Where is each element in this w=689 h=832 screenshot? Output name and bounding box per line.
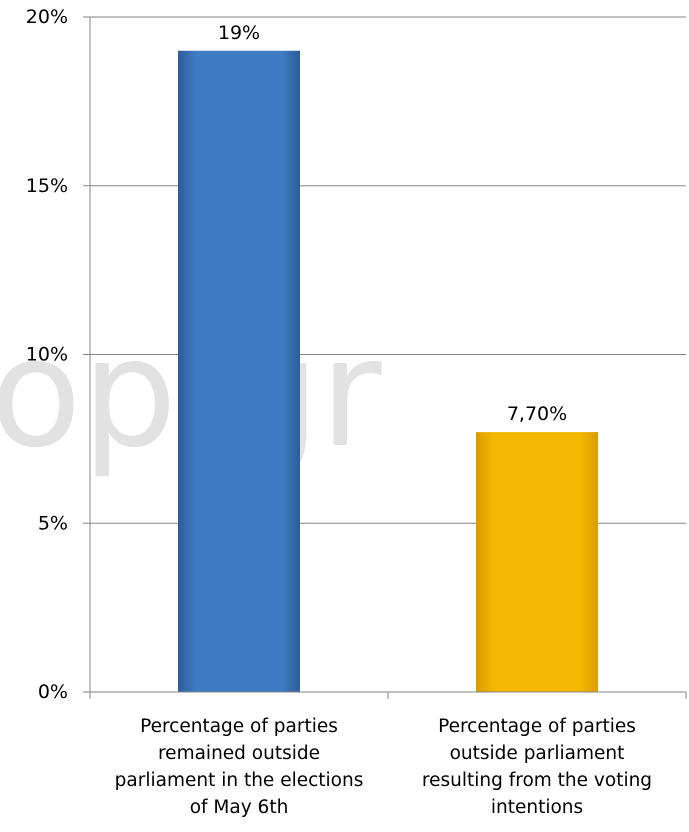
category-label-2: outside parliament <box>450 743 625 764</box>
y-tick-label: 10% <box>26 344 68 366</box>
data-label-2: 7,70% <box>507 403 567 425</box>
y-tick-label: 5% <box>38 512 68 534</box>
category-label-2: intentions <box>491 797 583 818</box>
category-label-1: remained outside <box>158 743 320 764</box>
bar-1 <box>178 50 300 692</box>
category-label-1: of May 6th <box>190 797 289 818</box>
y-tick-label: 0% <box>38 681 68 703</box>
category-label-1: parliament in the elections <box>115 770 364 791</box>
bar-2 <box>476 432 598 692</box>
y-tick-label: 15% <box>26 175 68 197</box>
category-label-2: Percentage of parties <box>438 716 636 737</box>
y-tick-label: 20% <box>26 6 68 28</box>
data-label-1: 19% <box>218 22 260 44</box>
category-label-1: Percentage of parties <box>140 716 338 737</box>
category-label-2: resulting from the voting <box>422 770 652 791</box>
